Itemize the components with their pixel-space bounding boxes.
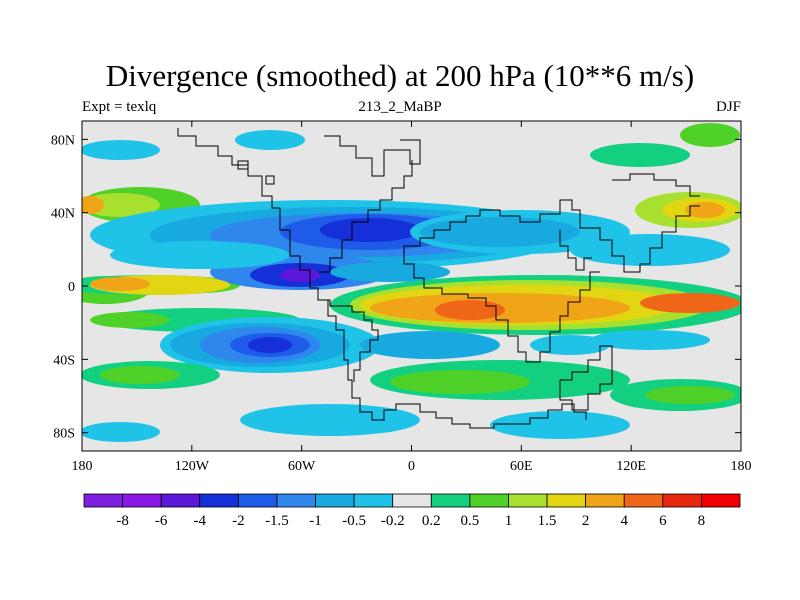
season-label: DJF bbox=[715, 99, 741, 115]
colorbar-swatch bbox=[199, 493, 239, 508]
colorbar-swatch bbox=[546, 493, 587, 508]
australia-coastline bbox=[559, 345, 613, 411]
tropical-pacific-positive bbox=[90, 275, 230, 295]
colorbar-label: 1 bbox=[505, 513, 513, 529]
map-axes: 180 120W 60W 0 60E 120E 180 80N 40N 0 40S 80S bbox=[51, 121, 752, 474]
x-tick-label: 60W bbox=[288, 459, 316, 474]
x-tick-label: 120W bbox=[175, 459, 210, 474]
indo-pacific-positive-region bbox=[330, 275, 741, 335]
colorbar-label: -0.5 bbox=[342, 513, 366, 529]
north-america-east-coastline bbox=[318, 160, 413, 273]
colorbar-label: 2 bbox=[582, 513, 590, 529]
colorbar-label: -0.2 bbox=[381, 513, 405, 529]
southern-ocean-positive bbox=[82, 360, 741, 411]
southern-negative-band bbox=[160, 317, 710, 373]
greenland-coastline bbox=[324, 135, 421, 177]
colorbar-swatch bbox=[315, 493, 355, 508]
colorbar-label: 6 bbox=[659, 513, 667, 529]
x-tick-label: 180 bbox=[731, 459, 752, 474]
x-tick-label: 180 bbox=[72, 459, 93, 474]
colorbar-swatch bbox=[585, 493, 625, 508]
colorbar-label: 0.2 bbox=[422, 513, 441, 529]
small-island-outline bbox=[237, 160, 249, 170]
colorbar-label: 4 bbox=[620, 513, 628, 529]
colorbar-label: -8 bbox=[116, 513, 129, 529]
colorbar-swatch bbox=[353, 493, 394, 508]
y-tick-label: 40S bbox=[53, 353, 75, 368]
y-tick-label: 80N bbox=[51, 133, 75, 148]
colorbar-swatch bbox=[508, 493, 548, 508]
colorbar-label: 0.5 bbox=[461, 513, 480, 529]
colorbar-label: 8 bbox=[698, 513, 706, 529]
y-tick-label: 80S bbox=[53, 427, 75, 442]
contour-fields bbox=[82, 123, 741, 442]
colorbar-swatch bbox=[83, 493, 123, 508]
colorbar-swatch bbox=[122, 493, 162, 508]
colorbar-swatch bbox=[237, 493, 278, 508]
colorbar-swatch bbox=[623, 493, 664, 508]
small-island-outline-2 bbox=[265, 175, 275, 185]
x-tick-label: 120E bbox=[616, 459, 646, 474]
americas-coastline bbox=[177, 128, 373, 420]
colorbar-swatch bbox=[430, 493, 471, 508]
colorbar-swatch bbox=[662, 493, 702, 508]
colorbar-swatch bbox=[469, 493, 509, 508]
africa-coastline bbox=[403, 245, 600, 363]
colorbar-swatch bbox=[160, 493, 201, 508]
colorbar-label: -1.5 bbox=[265, 513, 289, 529]
south-america-east-coastline bbox=[318, 299, 379, 382]
experiment-label: Expt = texlq bbox=[82, 99, 157, 115]
high-latitude-features bbox=[82, 123, 740, 167]
southern-high-latitude bbox=[82, 404, 630, 442]
colorbar: -8 -6 -4 -2 -1.5 -1 -0.5 -0.2 0.2 0.5 1 1.5 2 4 6 8 bbox=[83, 493, 741, 529]
coastlines bbox=[177, 128, 700, 429]
x-tick-label: 60E bbox=[510, 459, 533, 474]
tropical-negative-region bbox=[110, 241, 450, 290]
colorbar-label: 1.5 bbox=[538, 513, 557, 529]
run-label: 213_2_MaBP bbox=[358, 99, 442, 115]
asia-north-coastline bbox=[612, 173, 700, 197]
y-tick-label: 40N bbox=[51, 207, 75, 222]
india-coastline bbox=[559, 230, 592, 271]
colorbar-label: -4 bbox=[194, 513, 207, 529]
colorbar-swatch bbox=[701, 493, 741, 508]
colorbar-swatch bbox=[276, 493, 316, 508]
colorbar-swatch bbox=[392, 493, 432, 508]
colorbar-label: -6 bbox=[155, 513, 168, 529]
antarctica-coastline bbox=[372, 403, 587, 429]
figure-title: Divergence (smoothed) at 200 hPa (10**6 … bbox=[105, 58, 695, 93]
y-tick-label: 0 bbox=[68, 280, 75, 295]
colorbar-label: -1 bbox=[309, 513, 322, 529]
colorbar-label: -2 bbox=[232, 513, 245, 529]
x-tick-label: 0 bbox=[408, 459, 415, 474]
eurasia-africa-coastline bbox=[410, 199, 700, 273]
